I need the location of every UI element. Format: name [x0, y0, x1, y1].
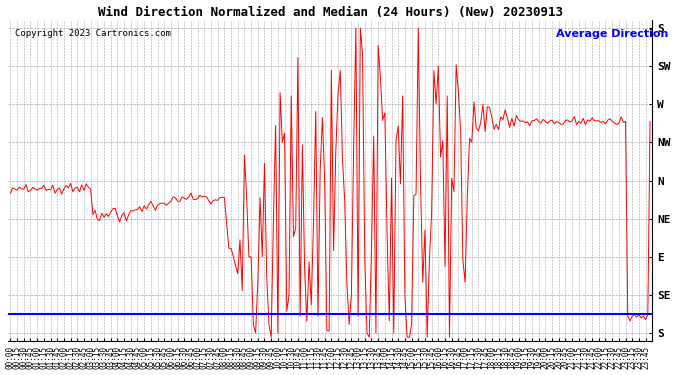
Text: Average Direction: Average Direction [555, 29, 668, 39]
Title: Wind Direction Normalized and Median (24 Hours) (New) 20230913: Wind Direction Normalized and Median (24… [98, 6, 563, 18]
Text: Copyright 2023 Cartronics.com: Copyright 2023 Cartronics.com [14, 29, 170, 38]
